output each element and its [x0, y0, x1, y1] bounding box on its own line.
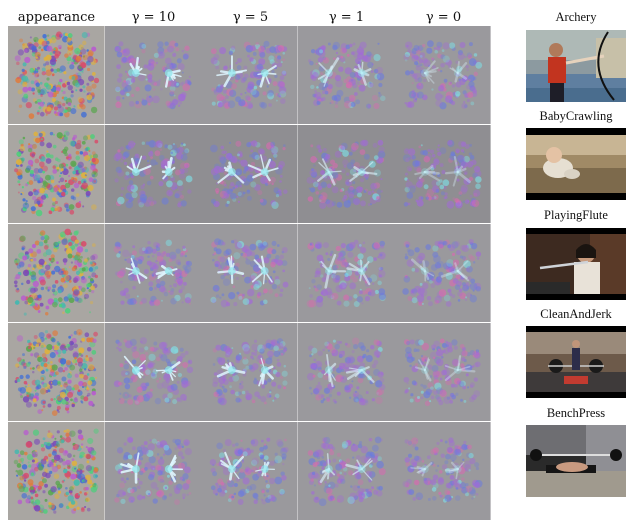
motion-cell-gamma-1 — [298, 26, 395, 124]
motion-visualization — [394, 323, 491, 421]
motion-visualization — [105, 26, 202, 124]
motion-visualization — [298, 224, 395, 322]
appearance-visualization — [8, 323, 105, 421]
motion-cell-gamma-1 — [298, 323, 395, 421]
class-label-archery: Archery — [521, 10, 627, 25]
class-label-cleanandjerk: CleanAndJerk — [521, 307, 627, 322]
motion-visualization — [298, 323, 395, 421]
motion-cell-gamma-10 — [105, 422, 202, 520]
motion-cell-gamma-5 — [201, 422, 298, 520]
motion-visualization — [298, 125, 395, 223]
class-label-benchpress: BenchPress — [521, 406, 627, 421]
motion-cell-gamma-1 — [298, 422, 395, 520]
grid-row-cleanandjerk — [8, 323, 491, 421]
motion-visualization — [201, 323, 298, 421]
class-label-playingflute: PlayingFlute — [521, 208, 627, 223]
example-frame-playingflute — [526, 228, 626, 300]
appearance-cell — [8, 224, 105, 322]
motion-visualization — [394, 224, 491, 322]
motion-visualization — [394, 26, 491, 124]
motion-cell-gamma-5 — [201, 323, 298, 421]
motion-cell-gamma-10 — [105, 26, 202, 124]
grid-row-playingflute — [8, 224, 491, 322]
motion-cell-gamma-5 — [201, 26, 298, 124]
example-frame-cleanandjerk — [526, 326, 626, 398]
grid-row-babycrawling — [8, 125, 491, 223]
grid-row-benchpress — [8, 422, 491, 520]
example-frame-benchpress — [526, 425, 626, 497]
motion-cell-gamma-0 — [394, 422, 491, 520]
motion-visualization — [105, 323, 202, 421]
example-frame-babycrawling — [526, 128, 626, 200]
appearance-visualization — [8, 224, 105, 322]
motion-cell-gamma-10 — [105, 323, 202, 421]
appearance-visualization — [8, 26, 105, 124]
column-header-gamma-0: γ = 0 — [395, 8, 492, 28]
appearance-visualization — [8, 125, 105, 223]
grid-row-archery — [8, 26, 491, 124]
motion-cell-gamma-1 — [298, 125, 395, 223]
class-label-babycrawling: BabyCrawling — [521, 109, 627, 124]
example-frame-archery — [526, 30, 626, 102]
motion-cell-gamma-5 — [201, 224, 298, 322]
appearance-cell — [8, 422, 105, 520]
motion-visualization — [201, 224, 298, 322]
appearance-cell — [8, 323, 105, 421]
appearance-visualization — [8, 422, 105, 520]
motion-visualization — [298, 26, 395, 124]
motion-visualization — [201, 422, 298, 520]
motion-cell-gamma-1 — [298, 224, 395, 322]
motion-visualization — [394, 422, 491, 520]
motion-visualization — [394, 125, 491, 223]
motion-cell-gamma-0 — [394, 26, 491, 124]
motion-cell-gamma-10 — [105, 224, 202, 322]
column-header-gamma-5: γ = 5 — [202, 8, 299, 28]
column-header-gamma-10: γ = 10 — [105, 8, 202, 28]
motion-cell-gamma-0 — [394, 125, 491, 223]
motion-cell-gamma-0 — [394, 224, 491, 322]
motion-visualization — [201, 125, 298, 223]
motion-cell-gamma-5 — [201, 125, 298, 223]
motion-visualization — [105, 125, 202, 223]
appearance-cell — [8, 125, 105, 223]
motion-visualization — [105, 422, 202, 520]
column-header-gamma-1: γ = 1 — [298, 8, 395, 28]
motion-visualization — [105, 224, 202, 322]
column-header-appearance: appearance — [8, 8, 105, 28]
appearance-cell — [8, 26, 105, 124]
motion-cell-gamma-10 — [105, 125, 202, 223]
motion-cell-gamma-0 — [394, 323, 491, 421]
motion-visualization — [298, 422, 395, 520]
motion-visualization — [201, 26, 298, 124]
